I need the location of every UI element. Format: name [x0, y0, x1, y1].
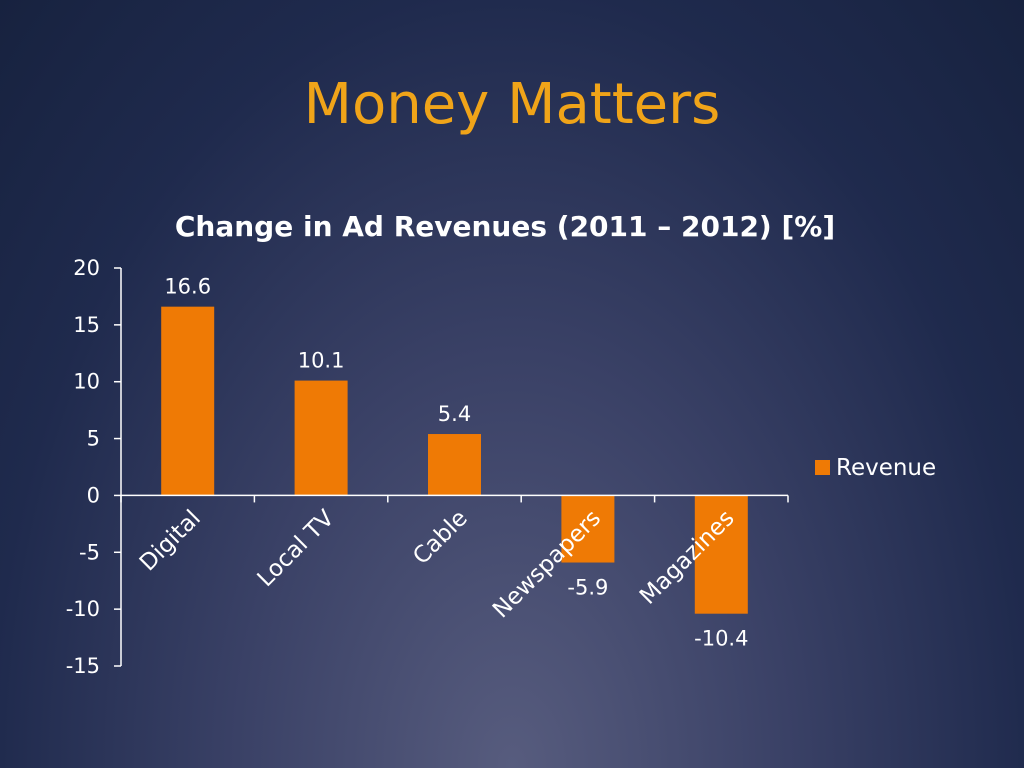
- y-tick-label: -10: [66, 597, 100, 621]
- slide-title: Money Matters: [303, 72, 721, 137]
- x-category-label: Digital: [135, 505, 206, 576]
- chart-legend: Revenue: [815, 455, 936, 481]
- data-label: 5.4: [438, 402, 471, 426]
- y-tick-label: -15: [66, 654, 100, 678]
- data-label: -5.9: [567, 576, 608, 600]
- bar: [161, 306, 215, 496]
- y-tick-label: 0: [87, 483, 100, 507]
- data-label: 16.6: [164, 275, 211, 299]
- chart-title: Change in Ad Revenues (2011 – 2012) [%]: [175, 210, 835, 243]
- y-tick-label: 5: [87, 427, 100, 451]
- legend-swatch: [815, 460, 830, 475]
- data-label: -10.4: [694, 627, 748, 651]
- bar: [561, 495, 615, 563]
- bar: [428, 434, 481, 496]
- x-category-label: Cable: [408, 505, 473, 570]
- chart-plot-area: 20 15 10 5 0 -5 -10 -15 16.6 10.1 5.4 -5.9 -10.4 Digi…: [66, 256, 789, 678]
- bar: [694, 495, 748, 614]
- y-tick-label: 20: [73, 256, 100, 280]
- y-tick-label: 10: [73, 370, 100, 394]
- y-tick-label: 15: [73, 313, 100, 337]
- x-category-label: Local TV: [253, 505, 340, 592]
- y-tick-label: -5: [79, 540, 100, 564]
- legend-label: Revenue: [836, 455, 936, 481]
- data-label: 10.1: [298, 349, 345, 373]
- x-category-label: Newspapers: [488, 505, 606, 623]
- bar: [294, 380, 348, 496]
